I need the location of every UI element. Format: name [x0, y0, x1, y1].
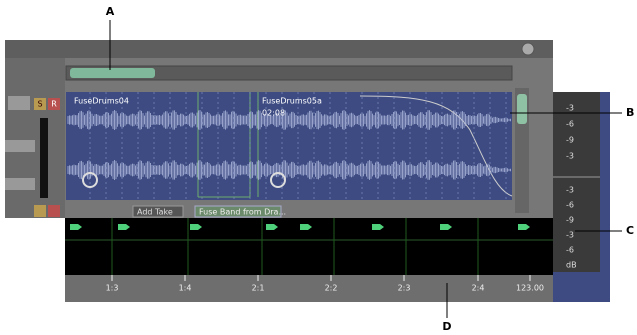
level-label: -6: [566, 201, 574, 210]
ruler-label: 2:2: [325, 284, 338, 293]
level-label: dB: [566, 261, 577, 270]
level-label: -9: [566, 136, 574, 145]
level-label: -3: [566, 186, 574, 195]
button-label: S: [37, 100, 42, 109]
level-label: -6: [566, 120, 574, 129]
track-controls: [5, 58, 65, 218]
callout-label: D: [442, 320, 451, 333]
scroll-thumb[interactable]: [70, 68, 155, 78]
control[interactable]: [8, 96, 30, 110]
take-button-label: Add Take: [137, 208, 173, 217]
marker: [300, 224, 312, 230]
marker: [372, 224, 384, 230]
waveform: [67, 92, 511, 200]
waveform-path: [67, 110, 511, 180]
time-ruler: [65, 275, 553, 302]
level-label: -3: [566, 231, 574, 240]
ruler-label: 2:3: [398, 284, 411, 293]
ruler-label: 2:4: [472, 284, 485, 293]
ruler-label: 1:4: [179, 284, 192, 293]
solo-button[interactable]: [34, 205, 46, 217]
take-button[interactable]: [194, 205, 282, 218]
level-label: -3: [566, 152, 574, 161]
marker: [190, 224, 202, 230]
marker: [518, 224, 530, 230]
control[interactable]: [5, 178, 35, 190]
title-bar: [5, 40, 553, 58]
ruler-label: 2:1: [252, 284, 265, 293]
clip-icon[interactable]: [270, 172, 286, 188]
level-panel: [553, 92, 600, 272]
track-lane: [66, 92, 512, 200]
take-button-label: Fuse Band from Dra...: [199, 208, 286, 217]
clip-name: FuseDrums05a: [262, 97, 322, 106]
window-button[interactable]: [521, 42, 535, 56]
take-button[interactable]: [132, 205, 184, 218]
callout-label: B: [626, 106, 634, 119]
callout-label: C: [626, 224, 634, 237]
h-scrollbar[interactable]: [65, 65, 513, 81]
clip-icon[interactable]: [82, 172, 98, 188]
marker: [440, 224, 452, 230]
marker: [118, 224, 130, 230]
level-label: -9: [566, 216, 574, 225]
button-label: R: [51, 100, 57, 109]
ruler-label: 123.00: [516, 284, 544, 293]
clip-name: FuseDrums04: [74, 97, 129, 106]
callout-label: A: [106, 5, 115, 18]
meter: [40, 118, 48, 198]
level-label: -3: [566, 104, 574, 113]
level-label: -6: [566, 246, 574, 255]
window-border: [600, 92, 610, 302]
marker: [70, 224, 82, 230]
v-scroll-thumb[interactable]: [517, 94, 527, 124]
ruler-label: 1:3: [106, 284, 119, 293]
control[interactable]: [5, 140, 35, 152]
clip-time: 02:08: [262, 109, 285, 118]
window-border: [553, 272, 600, 302]
record-button[interactable]: [48, 205, 60, 217]
record-button[interactable]: [48, 98, 60, 110]
solo-button[interactable]: [34, 98, 46, 110]
marker: [266, 224, 278, 230]
fade-curve: [359, 95, 513, 197]
